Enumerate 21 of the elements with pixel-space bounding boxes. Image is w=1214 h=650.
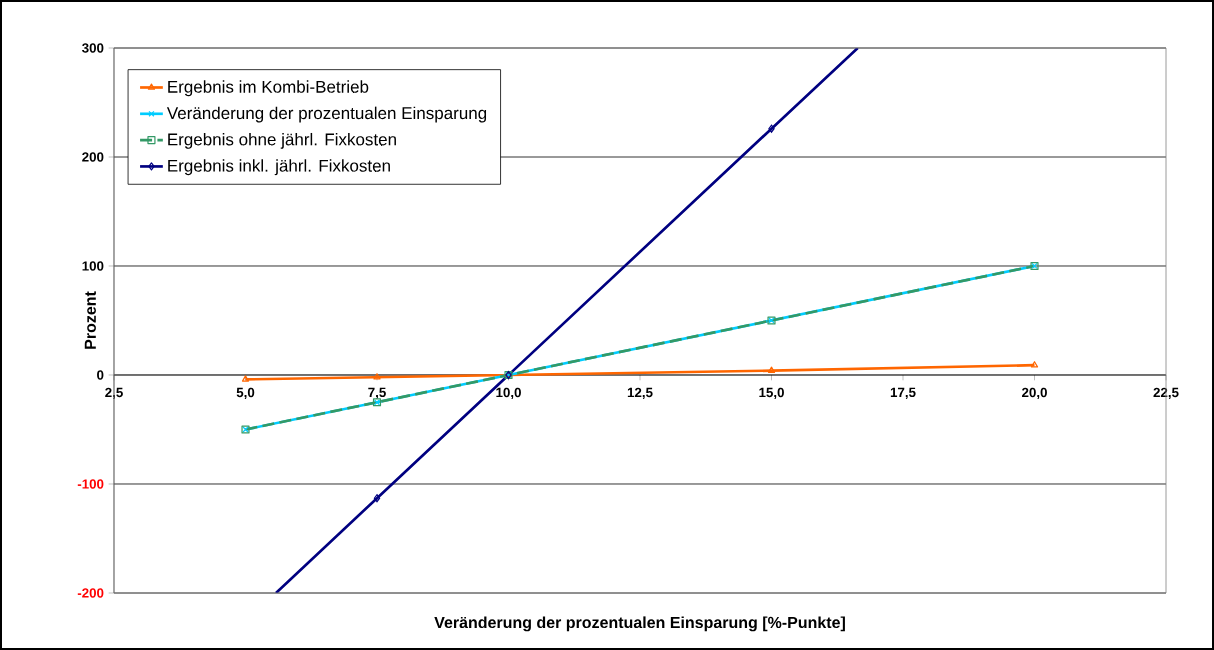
y-tick-label: 100 <box>82 261 104 271</box>
x-tick-label: 7,5 <box>368 387 386 399</box>
legend-label: Veränderung der prozentualen Einsparung <box>166 106 487 123</box>
y-tick-label: -200 <box>77 588 104 598</box>
x-tick-label: 12,5 <box>627 387 653 400</box>
x-tick-label: 15,0 <box>759 387 784 400</box>
x-tick-label: 10,0 <box>496 387 521 400</box>
y-tick-label: -100 <box>77 479 104 489</box>
x-axis-title: Veränderung der prozentualen Einsparung [%-Punkte] <box>434 616 845 632</box>
legend-label: Ergebnis ohne jährl. Fixkosten <box>168 132 396 149</box>
y-tick-label: 200 <box>82 152 104 162</box>
legend-label: Ergebnis inkl. jährl. Fixkosten <box>168 159 390 176</box>
x-tick-label: 17,5 <box>890 387 916 399</box>
y-axis-title: Prozent <box>84 291 96 349</box>
y-tick-label: 300 <box>82 43 104 53</box>
legend-label: Ergebnis im Kombi-Betrieb <box>168 80 369 97</box>
x-tick-label: 22,5 <box>1153 387 1179 400</box>
x-tick-label: 5,0 <box>236 387 255 400</box>
y-tick-label: 0 <box>97 370 104 380</box>
x-tick-label: 2,5 <box>105 387 123 400</box>
x-tick-label: 20,0 <box>1021 387 1047 400</box>
